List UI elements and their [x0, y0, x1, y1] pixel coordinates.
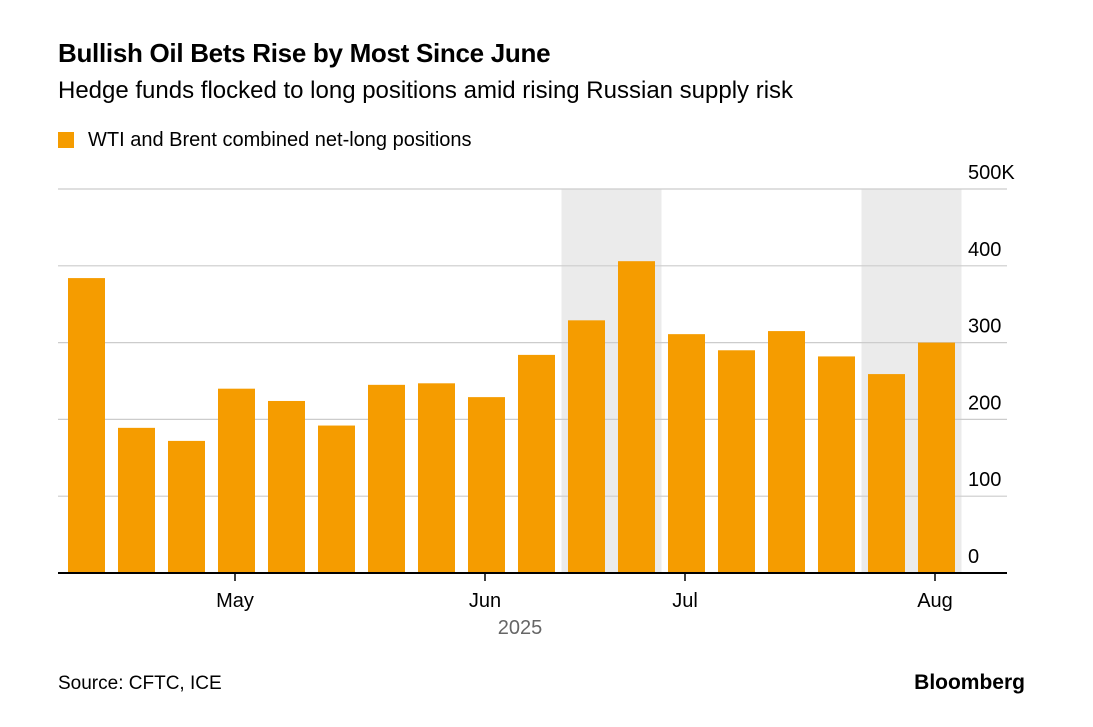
- bar: [168, 440, 205, 573]
- bar: [618, 261, 655, 573]
- bar: [518, 354, 555, 573]
- bar: [318, 425, 355, 573]
- bar: [368, 384, 405, 573]
- legend-swatch: [58, 132, 74, 148]
- bloomberg-logo: Bloomberg: [914, 671, 1025, 694]
- y-tick-label: 300: [968, 316, 1001, 338]
- y-tick-label: 400: [968, 239, 1001, 261]
- bar: [718, 350, 755, 573]
- bar: [668, 334, 705, 573]
- bar: [918, 342, 955, 573]
- x-tick-label: Jun: [469, 590, 501, 612]
- source-note: Source: CFTC, ICE: [58, 673, 222, 694]
- bar: [418, 383, 455, 573]
- chart-subtitle: Hedge funds flocked to long positions am…: [58, 77, 794, 104]
- y-tick-label: 0: [968, 546, 979, 568]
- bar: [218, 388, 255, 573]
- x-tick-label: May: [216, 590, 254, 612]
- x-axis-year-label: 2025: [498, 617, 543, 639]
- bar: [818, 356, 855, 573]
- bar: [68, 278, 105, 573]
- chart-title: Bullish Oil Bets Rise by Most Since June: [58, 38, 551, 68]
- y-tick-label: 200: [968, 392, 1001, 414]
- y-tick-label: 100: [968, 469, 1001, 491]
- bar: [268, 400, 305, 573]
- bar: [768, 331, 805, 573]
- legend: WTI and Brent combined net-long position…: [58, 126, 472, 154]
- bar: [568, 320, 605, 573]
- bar: [868, 374, 905, 573]
- bar: [118, 427, 155, 573]
- x-tick-label: Aug: [917, 590, 953, 612]
- x-tick-label: Jul: [672, 590, 698, 612]
- bar: [468, 397, 505, 573]
- legend-label: WTI and Brent combined net-long position…: [88, 129, 472, 151]
- bar-chart: 0 100 200 300 400 500K May Jun Jul Aug 2025: [58, 162, 1015, 639]
- y-tick-label: 500K: [968, 162, 1015, 184]
